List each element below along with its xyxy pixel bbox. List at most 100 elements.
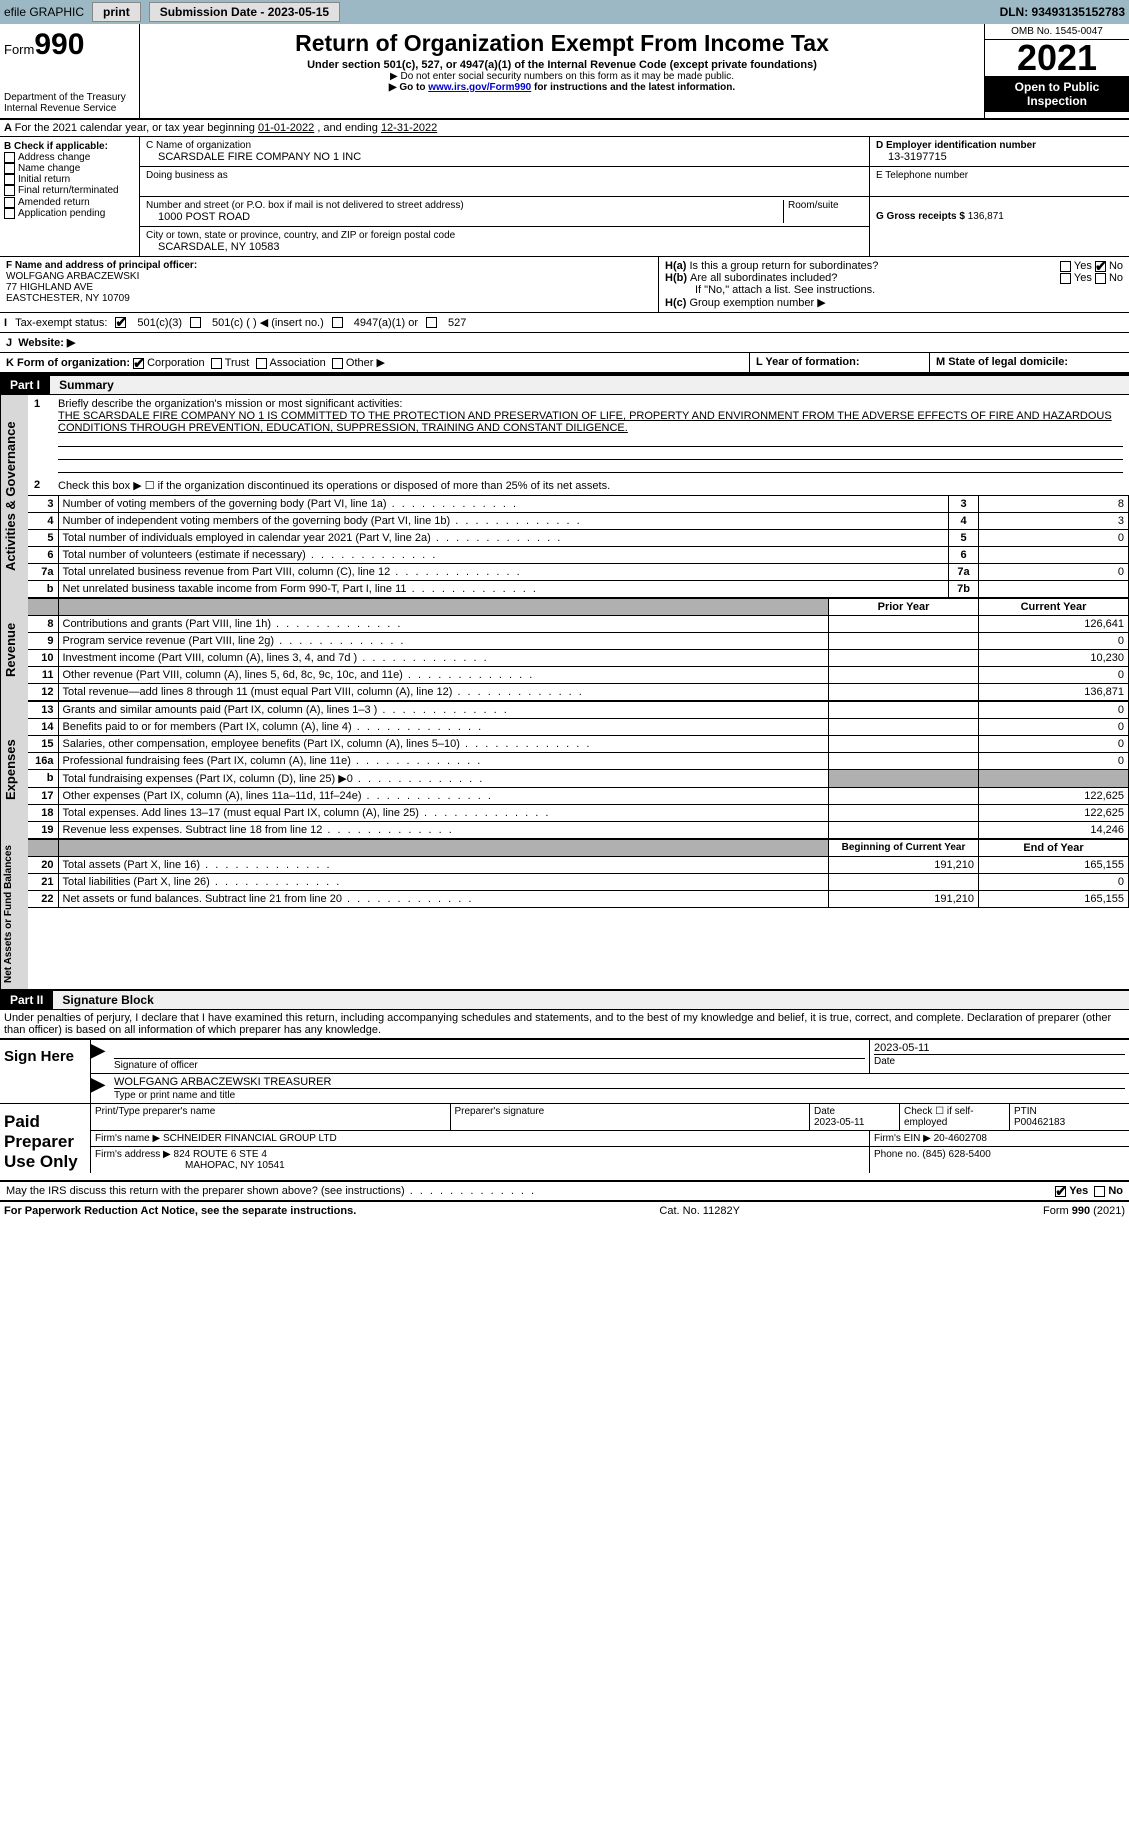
check-amended[interactable] [4, 197, 15, 208]
discuss-row: May the IRS discuss this return with the… [0, 1182, 1129, 1201]
sig-officer-label: Signature of officer [114, 1060, 198, 1071]
footer-right-post: (2021) [1090, 1205, 1125, 1217]
box-deg: D Employer identification number 13-3197… [869, 137, 1129, 256]
discuss-yes[interactable] [1055, 1186, 1066, 1197]
firm-addr-label: Firm's address ▶ [95, 1149, 171, 1160]
form-org-label: K Form of organization: [6, 357, 130, 369]
form-note1: ▶ Do not enter social security numbers o… [144, 71, 980, 82]
table-row: 19 Revenue less expenses. Subtract line … [28, 822, 1129, 839]
check-assoc[interactable] [256, 358, 267, 369]
vlabel-exp: Expenses [0, 701, 28, 839]
firm-phone: (845) 628-5400 [922, 1149, 990, 1160]
discuss-no[interactable] [1094, 1186, 1105, 1197]
h-a-yes[interactable] [1060, 261, 1071, 272]
paid-prep-label: Paid Preparer Use Only [0, 1104, 90, 1180]
officer-addr1: 77 HIGHLAND AVE [6, 282, 93, 293]
opt-trust: Trust [225, 357, 250, 369]
check-501c3[interactable] [115, 317, 126, 328]
officer-label: F Name and address of principal officer: [6, 260, 197, 271]
check-address-change[interactable] [4, 152, 15, 163]
table-row: 13 Grants and similar amounts paid (Part… [28, 702, 1129, 719]
lbl-name: Name change [18, 163, 80, 174]
street: 1000 POST ROAD [146, 211, 783, 223]
table-row: b Net unrelated business taxable income … [28, 581, 1129, 598]
ptin-value: P00462183 [1014, 1117, 1065, 1128]
part2-bar: Part II Signature Block [0, 989, 1129, 1010]
officer-group-row: F Name and address of principal officer:… [0, 256, 1129, 312]
table-row: 15 Salaries, other compensation, employe… [28, 736, 1129, 753]
check-corp[interactable] [133, 358, 144, 369]
tax-exempt-label: Tax-exempt status: [15, 317, 107, 329]
mission-text: THE SCARSDALE FIRE COMPANY NO 1 IS COMMI… [58, 410, 1112, 434]
lbl-final: Final return/terminated [18, 186, 119, 197]
org-name: SCARSDALE FIRE COMPANY NO 1 INC [146, 151, 863, 163]
check-527[interactable] [426, 317, 437, 328]
h-a-label: Is this a group return for subordinates? [689, 260, 1059, 272]
footer: For Paperwork Reduction Act Notice, see … [0, 1201, 1129, 1220]
h-c-label: Group exemption number ▶ [689, 297, 825, 309]
submission-date-button[interactable]: Submission Date - 2023-05-15 [149, 2, 340, 22]
check-4947[interactable] [332, 317, 343, 328]
firm-name-label: Firm's name ▶ [95, 1133, 160, 1144]
ein-label: D Employer identification number [876, 140, 1036, 151]
dln-label: DLN: 93493135152783 [1000, 5, 1125, 19]
section-a-pre: For the 2021 calendar year, or tax year … [15, 122, 258, 134]
col-curr: Current Year [979, 599, 1129, 616]
date-label: Date [874, 1056, 895, 1067]
box-b: B Check if applicable: Address change Na… [0, 137, 140, 256]
footer-right-pre: Form [1043, 1205, 1072, 1217]
h-no1: No [1109, 260, 1123, 272]
check-501c[interactable] [190, 317, 201, 328]
city: SCARSDALE, NY 10583 [146, 241, 863, 253]
box-i: I Tax-exempt status: 501(c)(3) 501(c) ( … [0, 312, 1129, 333]
room-label: Room/suite [783, 200, 863, 223]
year-formation-label: L Year of formation: [756, 356, 860, 368]
check-pending[interactable] [4, 208, 15, 219]
irs-label: Internal Revenue Service [4, 103, 135, 114]
table-row: 18 Total expenses. Add lines 13–17 (must… [28, 805, 1129, 822]
irs-link[interactable]: www.irs.gov/Form990 [428, 82, 531, 93]
opt-corp: Corporation [147, 357, 204, 369]
table-row: 8 Contributions and grants (Part VIII, l… [28, 616, 1129, 633]
check-trust[interactable] [211, 358, 222, 369]
ein: 13-3197715 [876, 151, 1123, 163]
table-row: 9 Program service revenue (Part VIII, li… [28, 633, 1129, 650]
prep-date: 2023-05-11 [814, 1117, 864, 1128]
box-klm: K Form of organization: Corporation Trus… [0, 353, 1129, 374]
table-row: 5 Total number of individuals employed i… [28, 530, 1129, 547]
table-row: 21 Total liabilities (Part X, line 26) 0 [28, 874, 1129, 891]
entity-block: B Check if applicable: Address change Na… [0, 137, 1129, 256]
table-row: b Total fundraising expenses (Part IX, c… [28, 770, 1129, 788]
table-row: 17 Other expenses (Part IX, column (A), … [28, 788, 1129, 805]
firm-ein-label: Firm's EIN ▶ [874, 1133, 931, 1144]
form-header: Form990 Department of the Treasury Inter… [0, 24, 1129, 120]
part1-exp: Expenses 13 Grants and similar amounts p… [0, 701, 1129, 839]
h-b-no[interactable] [1095, 273, 1106, 284]
box-b-label: B Check if applicable: [4, 141, 135, 152]
table-row: 14 Benefits paid to or for members (Part… [28, 719, 1129, 736]
section-a-mid: , and ending [317, 122, 381, 134]
lbl-pending: Application pending [18, 208, 105, 219]
lbl-address: Address change [18, 152, 90, 163]
website-label: Website: ▶ [18, 337, 75, 349]
check-other[interactable] [332, 358, 343, 369]
part1-hdr: Part I [0, 376, 50, 394]
h-a-no[interactable] [1095, 261, 1106, 272]
print-button[interactable]: print [92, 2, 141, 22]
lbl-amended: Amended return [18, 197, 90, 208]
vlabel-gov: Activities & Governance [0, 395, 28, 598]
footer-left: For Paperwork Reduction Act Notice, see … [4, 1205, 356, 1217]
check-name-change[interactable] [4, 163, 15, 174]
prep-date-label: Date [814, 1106, 835, 1117]
box-h: H(a) Is this a group return for subordin… [659, 257, 1129, 312]
check-final[interactable] [4, 185, 15, 196]
officer-print-name: WOLFGANG ARBACZEWSKI TREASURER [114, 1076, 1125, 1088]
check-initial[interactable] [4, 174, 15, 185]
table-row: 12 Total revenue—add lines 8 through 11 … [28, 684, 1129, 701]
opt-other: Other ▶ [346, 357, 385, 369]
self-emp-label: Check ☐ if self-employed [899, 1104, 1009, 1130]
declaration: Under penalties of perjury, I declare th… [0, 1010, 1129, 1038]
note2-post: for instructions and the latest informat… [531, 82, 735, 93]
h-b-yes[interactable] [1060, 273, 1071, 284]
lbl-initial: Initial return [18, 174, 70, 185]
